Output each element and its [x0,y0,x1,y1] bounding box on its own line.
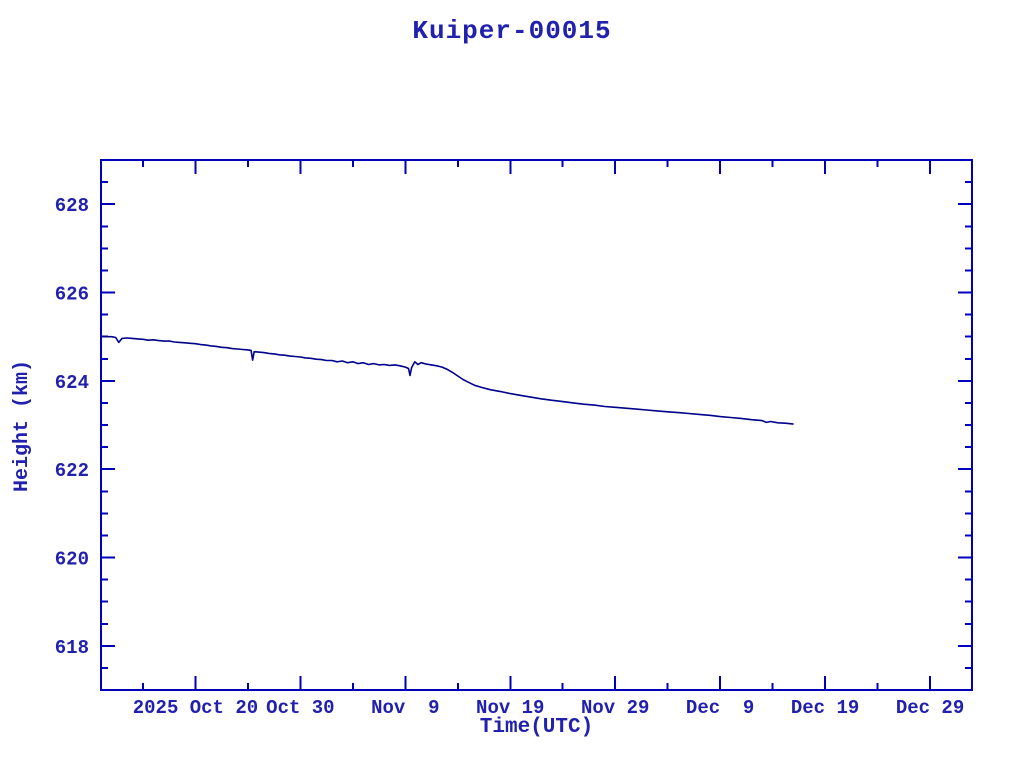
height-series-line [100,335,794,425]
x-tick-label: Oct 30 [266,697,334,719]
x-tick-label: Dec 29 [896,697,964,719]
y-tick-label: 620 [55,549,89,571]
x-tick-label: Nov 29 [581,697,649,719]
plot-border [100,159,973,691]
y-tick-label: 626 [55,284,89,306]
x-tick-label: Nov 19 [476,697,544,719]
y-tick-label: 622 [55,460,89,482]
x-tick-label: 2025 Oct 20 [133,697,258,719]
y-tick-label: 618 [55,637,89,659]
x-tick-label: Dec 19 [791,697,859,719]
chart-title: Kuiper-00015 [412,16,612,46]
y-axis-label: Height (km) [11,359,34,493]
x-axis-label: Time(UTC) [479,716,594,739]
x-tick-label: Dec 9 [686,697,754,719]
x-tick-label: Nov 9 [371,697,439,719]
y-tick-label: 628 [55,195,89,217]
y-tick-label: 624 [55,372,89,394]
